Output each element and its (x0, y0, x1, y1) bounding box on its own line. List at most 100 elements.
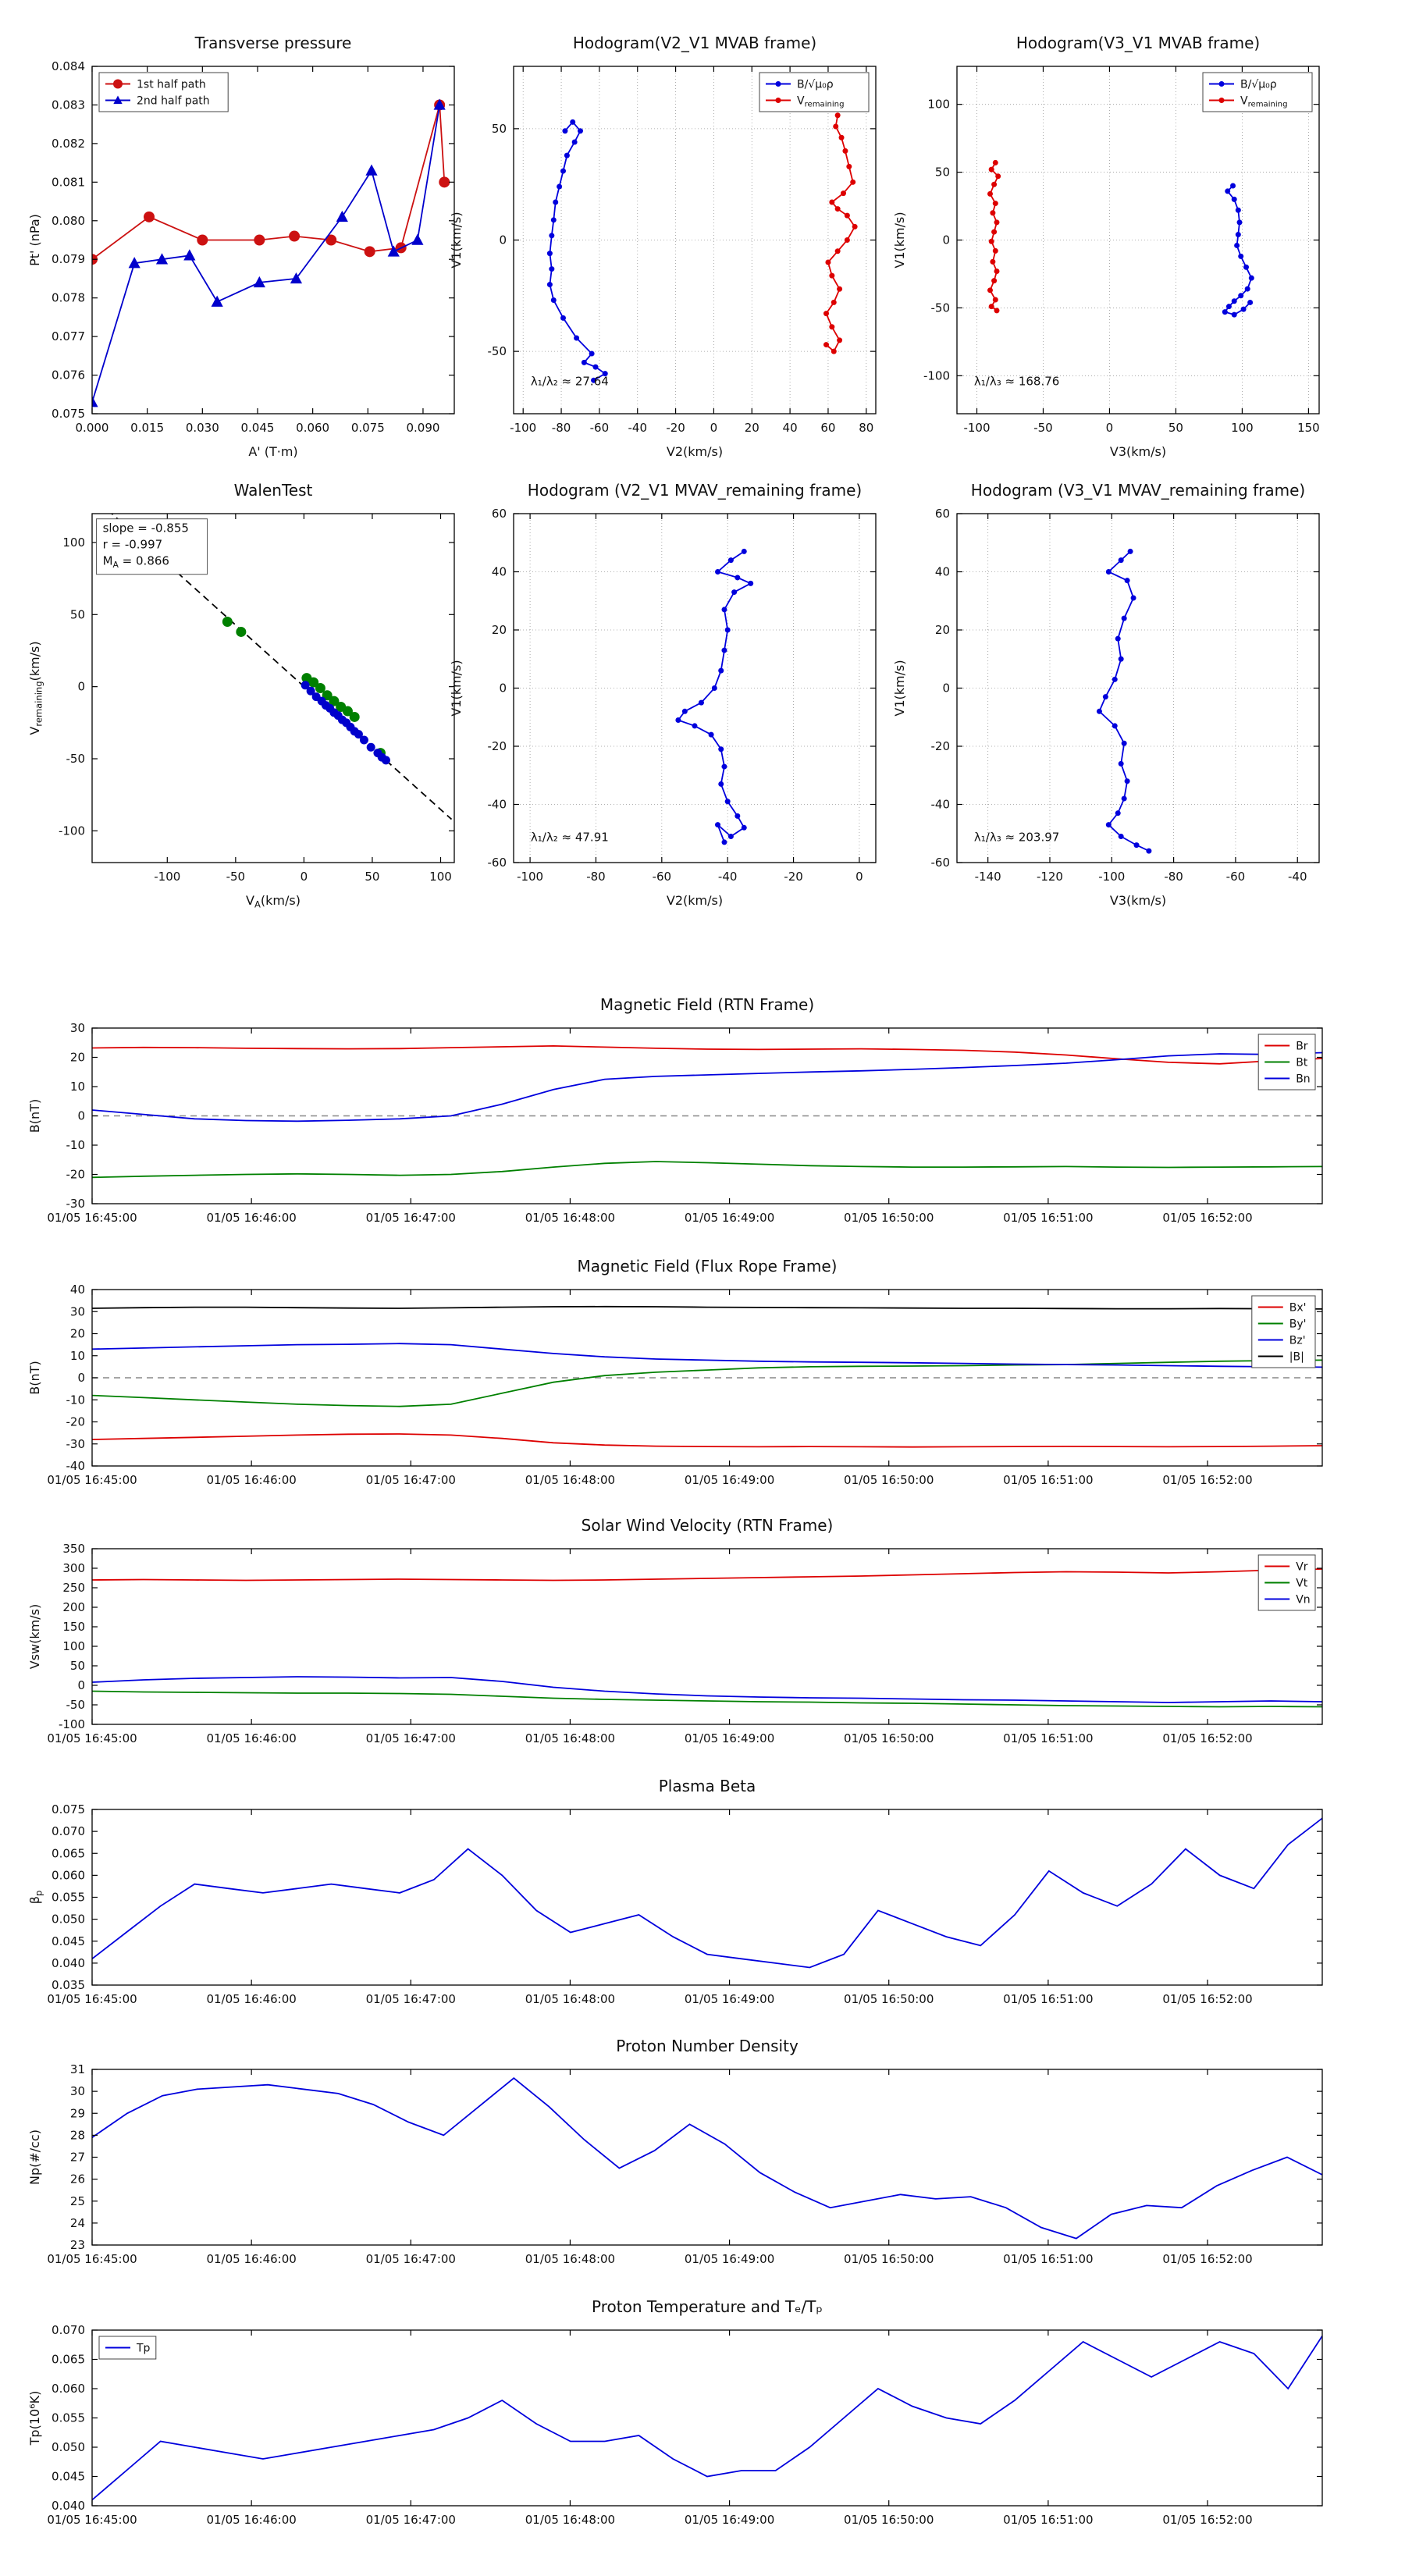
x-tick-label: 01/05 16:50:00 (844, 1473, 934, 1487)
y-tick-label: 0.040 (52, 1956, 85, 1970)
y-tick-label: -100 (59, 824, 85, 838)
y-tick-label: 0 (499, 233, 507, 247)
circle-marker (354, 730, 363, 739)
dot-marker (602, 371, 608, 377)
dot-marker (829, 199, 835, 205)
dot-marker (1118, 656, 1124, 662)
title-hodogram-v3v1-mvav: Hodogram (V3_V1 MVAV_remaining frame) (970, 481, 1306, 500)
circle-marker (439, 176, 450, 188)
dot-marker (1248, 275, 1254, 281)
x-tick-label: -20 (784, 870, 803, 884)
series-group (92, 1568, 1322, 1708)
y-tick-label: -20 (66, 1415, 86, 1429)
circle-marker (325, 234, 337, 246)
dot-marker (1105, 569, 1112, 575)
dot-marker (992, 159, 998, 165)
dot-marker (1225, 304, 1232, 310)
circle-marker (236, 626, 247, 637)
title-magnetic-field-rtn: Magnetic Field (RTN Frame) (599, 995, 815, 1014)
x-tick-label: 01/05 16:45:00 (47, 1992, 137, 2006)
legend: B/√μ₀ρ Vremaining (759, 72, 870, 112)
x-tick-label: 0.075 (351, 421, 385, 435)
y-tick-label: -30 (66, 1197, 86, 1211)
triangle-marker (433, 98, 446, 110)
chart-np: 01/05 16:45:00 01/05 16:46:00 01/05 16:47:… (27, 2062, 1323, 2266)
chart-h3r: -140 -120 -100 -80 -60 -40 -60 -40 -20 0 20 40 60 V3(… (892, 507, 1320, 908)
dot-marker (1235, 207, 1241, 213)
y-tick-label: 0.080 (52, 214, 85, 228)
triangle-marker (387, 245, 400, 257)
y-tick-label: 50 (70, 607, 85, 621)
y-tick-label: 350 (62, 1542, 85, 1556)
legend-label: Vremaining (1240, 94, 1287, 109)
y-tick-label: 300 (62, 1561, 85, 1575)
y-tick-label: 0.075 (52, 407, 85, 421)
x-tick-label: -60 (1226, 870, 1246, 884)
dot-marker (994, 219, 1000, 226)
dot-marker (990, 210, 996, 216)
axes: -100 -80 -60 -40 -20 0 -60 -40 -20 0 20 40 60 V2(km/s… (449, 507, 877, 908)
y-axis-label: V1(km/s) (449, 212, 464, 268)
dot-marker (731, 589, 738, 596)
y-tick-label: 0 (77, 1109, 85, 1123)
dot-marker (1124, 578, 1130, 584)
dot-marker (557, 183, 563, 190)
dot-marker (1105, 822, 1112, 828)
legend-label: Vremaining (797, 94, 844, 109)
x-tick-label: 0.060 (296, 421, 329, 435)
y-tick-label: 0.065 (52, 2353, 85, 2367)
x-tick-label: 01/05 16:52:00 (1162, 1731, 1252, 1745)
legend-label: B/√μ₀ρ (1240, 78, 1277, 91)
dot-marker (715, 569, 721, 575)
dot-marker (988, 304, 994, 310)
annotation: slope = -0.855 r = -0.997 MA = 0.866 (96, 518, 208, 575)
y-tick-label: 0.055 (52, 1891, 85, 1905)
circle-marker (308, 677, 319, 688)
dot-marker (1235, 232, 1241, 238)
dot-marker (1240, 306, 1247, 312)
y-tick-label: -30 (66, 1437, 86, 1451)
y-tick-label: 100 (927, 98, 950, 112)
dot-marker (724, 627, 731, 633)
dot-marker (550, 217, 557, 223)
x-tick-label: 01/05 16:45:00 (47, 1211, 137, 1225)
dot-marker (549, 266, 555, 272)
dot-marker (992, 247, 998, 254)
dot-marker (834, 206, 841, 212)
y-tick-label: 0.060 (52, 2382, 85, 2396)
dot-marker (727, 557, 734, 564)
y-tick-label: 0.076 (52, 368, 85, 382)
series-group (92, 1305, 1322, 1448)
x-tick-label: -80 (552, 421, 571, 435)
chart-tp: 01/05 16:45:00 01/05 16:46:00 01/05 16:47:… (27, 2323, 1323, 2527)
x-tick-label: -100 (154, 870, 180, 884)
x-tick-label: 01/05 16:50:00 (844, 2513, 934, 2527)
y-tick-label: -60 (931, 856, 951, 870)
dot-marker (592, 364, 599, 370)
series-|B| (92, 1305, 1322, 1310)
dot-marker (1127, 548, 1133, 554)
x-tick-label: 01/05 16:51:00 (1003, 1992, 1093, 2006)
dot-marker (1218, 81, 1225, 87)
y-tick-label: 30 (70, 1304, 85, 1318)
grid (957, 66, 1319, 414)
triangle-marker (365, 164, 378, 176)
dot-marker (991, 181, 998, 187)
dot-marker (560, 168, 566, 174)
dot-marker (834, 248, 841, 254)
y-tick-label: 28 (70, 2128, 85, 2142)
y-tick-label: 20 (492, 623, 507, 637)
x-tick-label: 150 (1297, 421, 1320, 435)
series-Bz' (92, 1343, 1322, 1368)
y-tick-label: 60 (492, 507, 507, 521)
y-axis-label: Vremaining(km/s) (27, 641, 44, 735)
x-tick-label: 01/05 16:47:00 (366, 1731, 456, 1745)
dot-marker (988, 166, 994, 173)
series-group (92, 1817, 1322, 1969)
dot-marker (995, 173, 1001, 180)
dot-marker (840, 190, 846, 197)
x-tick-label: -50 (1033, 421, 1053, 435)
dot-marker (741, 548, 747, 554)
y-tick-label: -50 (488, 344, 507, 358)
dot-marker (1238, 293, 1244, 299)
